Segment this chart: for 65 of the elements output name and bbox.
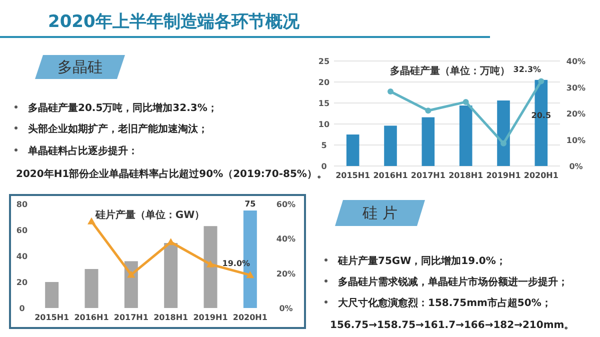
text: 硅片产量（单位：GW） [94,209,205,221]
y2-tick-label: 10% [566,136,586,145]
y-tick-label: 0 [19,304,26,313]
y-tick-label: 60 [16,226,28,235]
x-tick-label: 2018H1 [448,171,484,180]
point [88,217,96,224]
bar [45,282,59,308]
text: 多晶硅产量20.5万吨，同比增加32.3%； [28,102,218,114]
y2-tick-label: 60% [276,200,296,209]
x-tick-label: 2019H1 [193,313,228,322]
bar [204,226,218,308]
text: 头部企业如期扩产，老旧产能加速淘汰； [28,123,208,135]
text: 156.75→158.75→161.7→166→182→210mm。 [330,320,574,331]
data-label: 32.3% [513,65,542,74]
x-tick-label: 2020H1 [232,313,268,322]
point [462,98,469,105]
bar [346,134,360,166]
y-tick-label: 25 [318,57,330,66]
text: 大尺寸化愈演愈烈：158.75mm市占超50%； [337,297,552,309]
text: 硅 片 [362,204,398,222]
data-label: 75 [244,200,256,208]
text: 单晶硅料占比逐步提升： [27,145,138,157]
y-tick-label: 5 [321,141,328,150]
point [388,88,394,94]
bar [422,117,435,166]
point [246,271,254,278]
y-tick-label: 0 [321,162,328,171]
bar [459,106,472,166]
bar [497,100,510,166]
y2-tick-label: 40% [276,234,296,244]
bar [84,269,98,308]
x-tick-label: 2018H1 [154,313,189,322]
x-tick-label: 2017H1 [114,313,149,322]
point [127,270,136,278]
point [538,78,544,84]
text: 2020年H1部份企业单晶硅料率占比超过90%（2019:70-85%）。 [16,168,327,180]
x-tick-label: 2015H1 [336,171,371,180]
y2-tick-label: 40% [566,57,586,66]
y-tick-label: 20 [318,78,330,87]
x-tick-label: 2016H1 [74,313,110,322]
point [206,260,214,268]
x-tick-label: 2017H1 [410,171,446,180]
y-tick-label: 10 [318,120,330,129]
y-tick-label: 20 [16,278,28,287]
text: 硅片产量75GW，同比增加19.0%； [337,255,506,267]
point [500,140,506,146]
point [425,108,432,114]
x-tick-label: 2019H1 [486,171,522,180]
y-tick-label: 80 [16,200,28,209]
y2-tick-label: 20% [276,269,296,278]
text: 2020年上半年制造端各环节概况 [48,12,300,32]
y2-tick-label: 30% [566,83,586,92]
x-tick-label: 2015H1 [34,313,70,322]
y-tick-label: 15 [318,99,330,108]
text: 多晶硅 [58,58,102,76]
y2-tick-label: 0% [279,304,293,313]
x-tick-label: 2020H1 [524,171,559,180]
text: 多晶硅片需求锐减，单晶硅片市场份额进一步提升； [338,276,568,288]
y-tick-label: 40 [16,252,28,261]
bar [384,126,397,166]
y2-tick-label: 20% [566,110,586,118]
bar [164,243,178,308]
text: 多晶硅产量（单位：万吨） [390,65,510,77]
x-tick-label: 2016H1 [373,171,408,180]
y2-tick-label: 0% [569,162,583,171]
